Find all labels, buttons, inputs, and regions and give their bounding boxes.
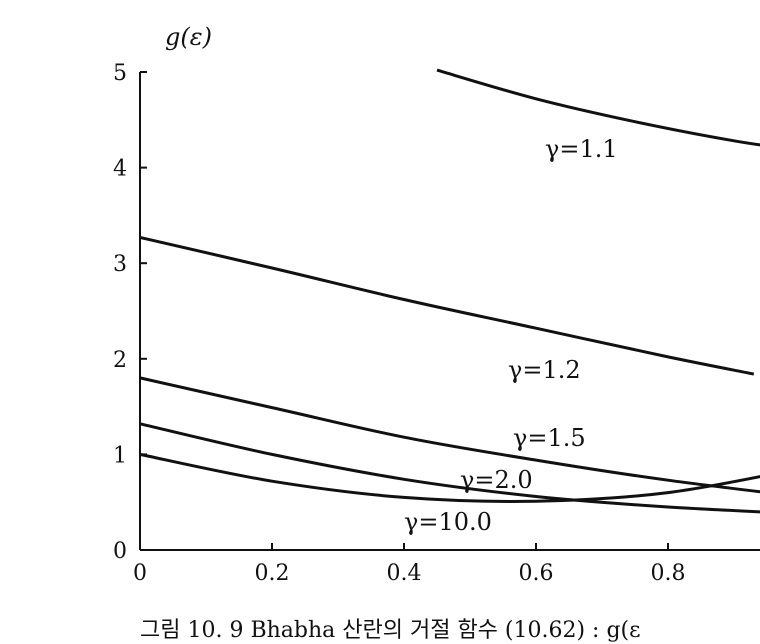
y-axis-title: g(ε) — [165, 23, 212, 51]
curves — [139, 68, 760, 514]
y-tick-label: 4 — [113, 157, 127, 182]
x-tick-label: 0.4 — [387, 561, 422, 586]
curve-series-5 — [139, 452, 760, 503]
curve-label-2: γ=1.2 — [508, 356, 581, 384]
axes — [139, 72, 760, 551]
x-tick-label: 0 — [133, 561, 147, 586]
axis-ticks: 0 1 2 3 4 5 0 0.2 0.4 0.6 0.8 — [113, 61, 686, 586]
y-tick-label: 5 — [113, 61, 127, 86]
curve-label-1: γ=1.1 — [545, 135, 618, 163]
curve-label-4: γ=2.0 — [460, 466, 533, 494]
curve-series-4 — [139, 422, 760, 514]
figure-caption: 그림 10. 9 Bhabha 산란의 거절 함수 (10.62) : g(ε — [140, 618, 641, 643]
curve-series-2 — [139, 235, 755, 376]
y-tick-label: 1 — [113, 443, 127, 468]
curve-labels: γ=1.1 γ=1.2 γ=1.5 γ=2.0 γ=10.0 — [404, 135, 618, 536]
x-tick-label: 0.6 — [519, 561, 554, 586]
curve-series-1 — [436, 68, 760, 147]
y-tick-label: 0 — [113, 539, 127, 564]
y-tick-label: 2 — [113, 348, 127, 373]
curve-label-3: γ=1.5 — [513, 424, 586, 452]
x-tick-label: 0.2 — [255, 561, 290, 586]
y-tick-label: 3 — [113, 252, 127, 277]
curve-label-5: γ=10.0 — [404, 508, 492, 536]
x-tick-label: 0.8 — [651, 561, 686, 586]
curve-series-3 — [139, 376, 760, 494]
